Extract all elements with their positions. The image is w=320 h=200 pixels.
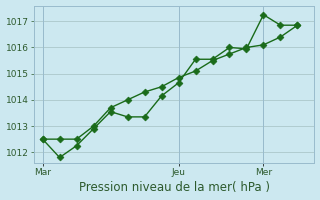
X-axis label: Pression niveau de la mer( hPa ): Pression niveau de la mer( hPa ) [79,181,270,194]
